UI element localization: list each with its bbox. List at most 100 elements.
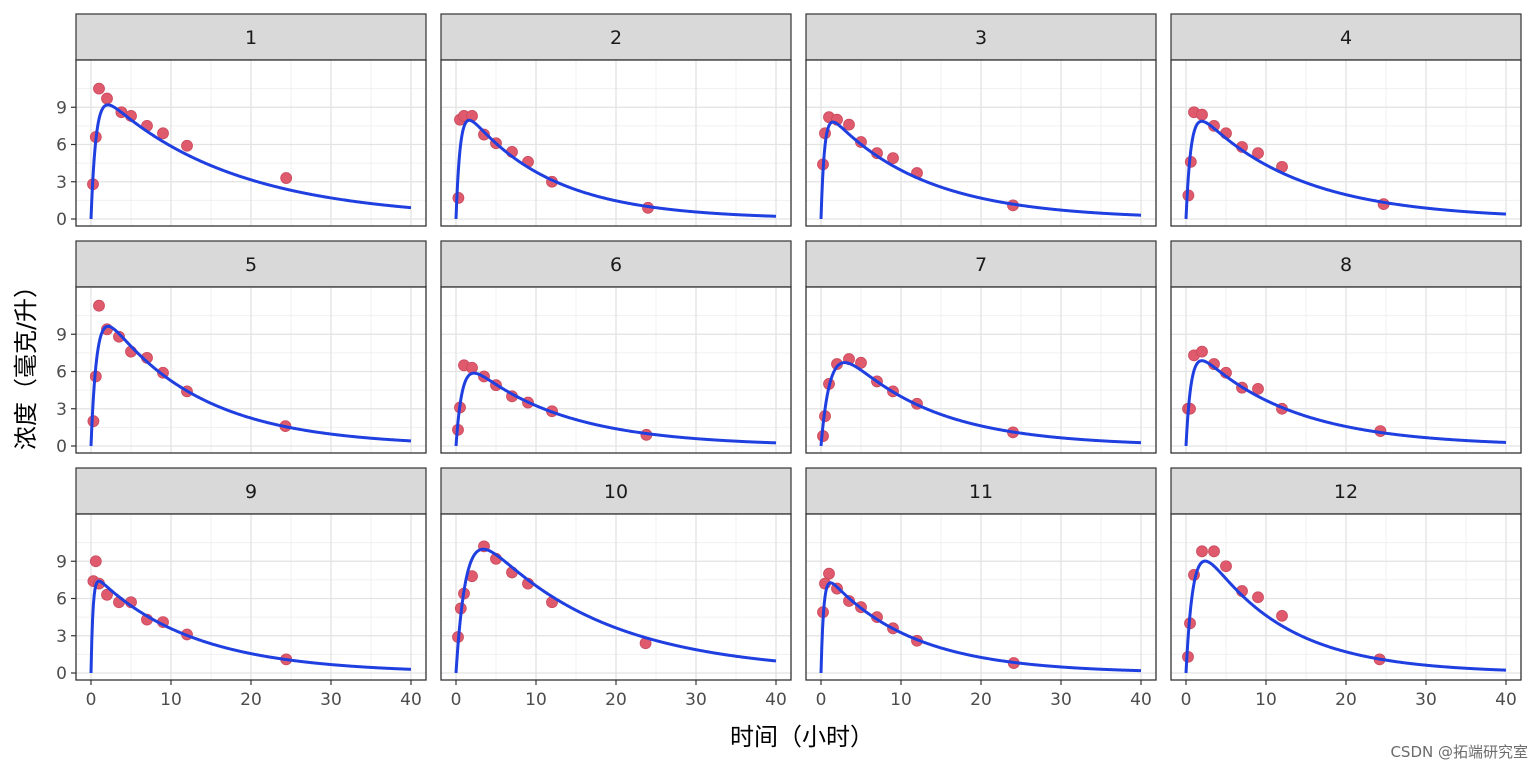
- y-tick-label: 6: [56, 136, 67, 156]
- strip-label: 10: [604, 481, 628, 503]
- panel-7: 7: [805, 240, 1157, 454]
- panel-9: 9 0 3 6 9 0 10 20 30 40: [56, 467, 427, 710]
- strip-label: 4: [1340, 27, 1352, 49]
- y-tick-label: 3: [56, 173, 67, 193]
- y-tick-label: 9: [56, 552, 67, 572]
- strip-3: [805, 13, 1157, 61]
- panel-10: 10 0 10 20 30 40: [440, 467, 792, 710]
- x-tick-label: 30: [1050, 690, 1072, 710]
- panel-border: [1170, 59, 1522, 227]
- data-point: [113, 330, 125, 343]
- x-tick-label: 40: [1130, 690, 1152, 710]
- data-point: [823, 567, 835, 580]
- fitted-curve: [454, 118, 777, 220]
- data-point: [1196, 108, 1208, 121]
- strip-1: [75, 13, 427, 61]
- data-point: [466, 361, 478, 374]
- y-tick-label: 9: [56, 325, 67, 345]
- strip-label: 3: [975, 27, 987, 49]
- x-tick-label: 0: [816, 690, 827, 710]
- x-tick-label: 30: [1415, 690, 1437, 710]
- x-tick-label: 30: [685, 690, 707, 710]
- data-point: [1208, 545, 1220, 558]
- fitted-curve: [89, 324, 412, 447]
- strip-label: 1: [245, 27, 257, 49]
- strip-4: [1170, 13, 1522, 61]
- data-point: [478, 128, 490, 141]
- panel-8: 8: [1170, 240, 1522, 454]
- fitted-curve: [819, 361, 1142, 447]
- data-point: [89, 555, 102, 568]
- data-point: [855, 356, 867, 369]
- panel-2: 2: [440, 13, 792, 227]
- data-point: [1196, 345, 1208, 358]
- y-tick-label: 6: [56, 590, 67, 610]
- y-tick-label: 3: [56, 400, 67, 420]
- strip-5: [75, 240, 427, 288]
- x-tick-label: 0: [86, 690, 97, 710]
- strip-label: 5: [245, 254, 257, 276]
- data-point: [1220, 560, 1232, 573]
- fitted-curve: [1184, 119, 1507, 220]
- panel-border: [440, 286, 792, 454]
- panel-3: 3: [805, 13, 1157, 227]
- watermark: CSDN @拓端研究室: [1390, 743, 1528, 761]
- x-tick-label: 40: [1495, 690, 1517, 710]
- x-tick-label: 10: [890, 690, 912, 710]
- x-tick-label: 20: [1335, 690, 1357, 710]
- x-tick-label: 0: [1181, 690, 1192, 710]
- data-point: [1196, 545, 1208, 558]
- x-tick-label: 10: [1255, 690, 1277, 710]
- x-tick-label: 20: [240, 690, 262, 710]
- panel-1: 1 0 3 6 9: [56, 13, 427, 230]
- data-point: [181, 139, 193, 152]
- y-tick-label: 3: [56, 627, 67, 647]
- panel-border: [75, 286, 427, 454]
- strip-6: [440, 240, 792, 288]
- x-tick-label: 0: [451, 690, 462, 710]
- y-tick-label: 0: [56, 210, 67, 230]
- strip-9: [75, 467, 427, 515]
- y-tick-label: 9: [56, 98, 67, 118]
- strip-label: 8: [1340, 254, 1352, 276]
- panel-6: 6: [440, 240, 792, 454]
- panel-border: [440, 59, 792, 227]
- x-tick-label: 20: [605, 690, 627, 710]
- y-tick-label: 0: [56, 664, 67, 684]
- fitted-curve: [454, 547, 777, 674]
- strip-label: 12: [1334, 481, 1358, 503]
- data-point: [1276, 609, 1288, 622]
- strip-label: 6: [610, 254, 622, 276]
- x-tick-label: 40: [400, 690, 422, 710]
- strip-2: [440, 13, 792, 61]
- panel-border: [1170, 286, 1522, 454]
- y-axis-title: 浓度（毫克/升）: [12, 274, 40, 450]
- fitted-curve: [819, 581, 1142, 674]
- strip-label: 11: [969, 481, 993, 503]
- x-tick-label: 10: [525, 690, 547, 710]
- data-point: [93, 299, 105, 312]
- x-tick-label: 20: [970, 690, 992, 710]
- x-tick-label: 10: [160, 690, 182, 710]
- strip-11: [805, 467, 1157, 515]
- strip-10: [440, 467, 792, 515]
- fitted-curve: [819, 120, 1142, 220]
- data-point: [101, 92, 113, 105]
- y-tick-label: 6: [56, 363, 67, 383]
- fitted-curve: [1184, 359, 1507, 447]
- strip-label: 2: [610, 27, 622, 49]
- data-point: [1252, 382, 1264, 395]
- panel-11: 11 0 10 20 30 40: [805, 467, 1157, 710]
- strip-12: [1170, 467, 1522, 515]
- panel-12: 12 0 10 20 30 40: [1170, 467, 1522, 710]
- data-point: [157, 127, 169, 140]
- data-point: [93, 82, 105, 95]
- panel-border: [805, 286, 1157, 454]
- data-point: [280, 172, 293, 184]
- x-tick-label: 40: [765, 690, 787, 710]
- x-tick-label: 30: [320, 690, 342, 710]
- y-tick-label: 0: [56, 437, 67, 457]
- strip-label: 9: [245, 481, 257, 503]
